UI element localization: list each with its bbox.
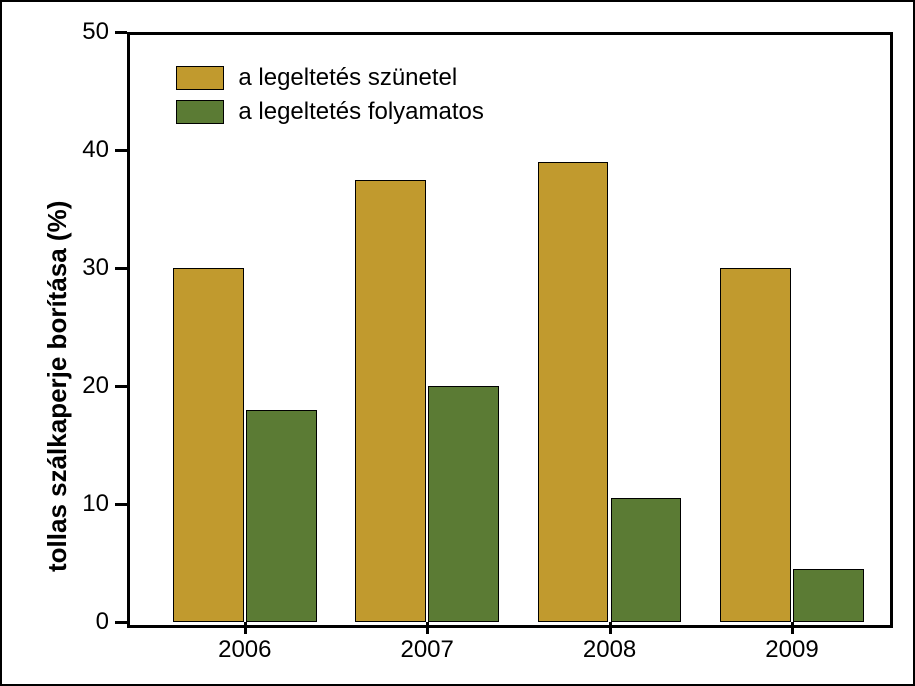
y-tick-mark	[115, 149, 127, 152]
y-tick-label: 0	[59, 608, 109, 636]
bar	[246, 410, 317, 622]
legend-swatch	[176, 100, 224, 124]
bar	[720, 268, 791, 622]
x-tick-mark	[609, 622, 612, 634]
bar	[355, 180, 426, 623]
y-tick-label: 10	[59, 490, 109, 518]
bar	[793, 569, 864, 622]
y-tick-label: 50	[59, 18, 109, 46]
y-tick-mark	[115, 267, 127, 270]
x-tick-label: 2007	[367, 636, 487, 664]
y-tick-mark	[115, 31, 127, 34]
legend-swatch	[176, 66, 224, 90]
bar	[428, 386, 499, 622]
legend-label: a legeltetés folyamatos	[238, 98, 483, 126]
legend-label: a legeltetés szünetel	[238, 64, 457, 92]
bar	[538, 162, 609, 622]
x-tick-label: 2008	[550, 636, 670, 664]
x-tick-mark	[244, 622, 247, 634]
y-tick-label: 40	[59, 136, 109, 164]
y-tick-label: 20	[59, 372, 109, 400]
legend-item: a legeltetés szünetel	[176, 64, 483, 92]
y-tick-label: 30	[59, 254, 109, 282]
x-tick-label: 2006	[185, 636, 305, 664]
y-tick-mark	[115, 621, 127, 624]
chart-frame: tollas szálkaperje borítása (%) 01020304…	[0, 0, 915, 686]
legend: a legeltetés szünetel a legeltetés folyam…	[176, 64, 483, 132]
x-tick-mark	[791, 622, 794, 634]
legend-item: a legeltetés folyamatos	[176, 98, 483, 126]
y-tick-mark	[115, 385, 127, 388]
bar	[173, 268, 244, 622]
x-tick-label: 2009	[732, 636, 852, 664]
y-tick-mark	[115, 503, 127, 506]
bar	[611, 498, 682, 622]
x-tick-mark	[426, 622, 429, 634]
